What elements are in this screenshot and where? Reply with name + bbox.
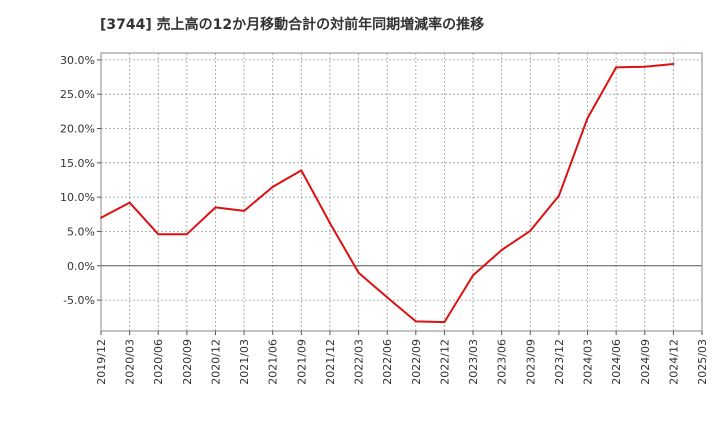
x-tick-label: 2023/03 [467,339,480,385]
data-point [672,62,675,65]
data-point [300,169,303,172]
chart-title: [3744] 売上高の12か月移動合計の対前年同期増減率の推移 [100,17,485,33]
x-tick-label: 2024/03 [582,339,595,385]
data-point [529,229,532,232]
data-point [243,209,246,212]
x-tick-label: 2023/06 [496,339,509,385]
x-axis-ticks: 2019/12 2020/03 2020/06 2020/09 2020/12 2021/… [95,331,709,385]
y-tick-label: 10.0% [60,191,95,204]
x-tick-label: 2021/06 [267,339,280,385]
x-tick-label: 2020/09 [181,339,194,385]
y-tick-label: 0.0% [67,260,95,273]
y-axis-ticks: -5.0% 0.0% 5.0% 10.0% 15.0% 20.0% 25.0% 30.0% [60,54,101,307]
y-tick-label: 20.0% [60,123,95,136]
data-point [128,201,131,204]
x-tick-label: 2021/09 [295,339,308,385]
y-tick-label: -5.0% [63,294,95,307]
data-point [414,320,417,323]
grid [100,53,703,331]
x-tick-label: 2022/09 [410,339,423,385]
x-tick-label: 2020/12 [209,339,222,385]
data-point [472,274,475,277]
x-tick-label: 2022/12 [438,339,451,385]
x-tick-label: 2023/09 [524,339,537,385]
data-point [214,206,217,209]
data-point [357,271,360,274]
x-tick-label: 2022/03 [353,339,366,385]
x-tick-label: 2019/12 [95,339,108,385]
data-point [586,117,589,120]
x-tick-label: 2024/12 [667,339,680,385]
data-point [100,216,102,219]
data-point [185,233,188,236]
series-layer [100,62,675,324]
x-tick-label: 2022/06 [381,339,394,385]
x-tick-label: 2021/03 [238,339,251,385]
data-point [328,222,331,225]
x-tick-label: 2020/03 [124,339,137,385]
x-tick-label: 2024/09 [639,339,652,385]
data-point [443,321,446,324]
y-tick-label: 5.0% [67,225,95,238]
data-point [615,66,618,69]
y-tick-label: 15.0% [60,157,95,170]
x-tick-label: 2021/12 [324,339,337,385]
data-point [557,194,560,197]
y-tick-label: 25.0% [60,88,95,101]
x-tick-label: 2024/06 [610,339,623,385]
data-point [271,185,274,188]
data-point [386,296,389,299]
x-tick-label: 2023/12 [553,339,566,385]
data-point [500,249,503,252]
y-tick-label: 30.0% [60,54,95,67]
plot-frame [100,52,703,332]
data-point [157,233,160,236]
x-tick-label: 2020/06 [152,339,165,385]
x-tick-label: 2025/03 [696,339,709,385]
data-point [643,65,646,68]
